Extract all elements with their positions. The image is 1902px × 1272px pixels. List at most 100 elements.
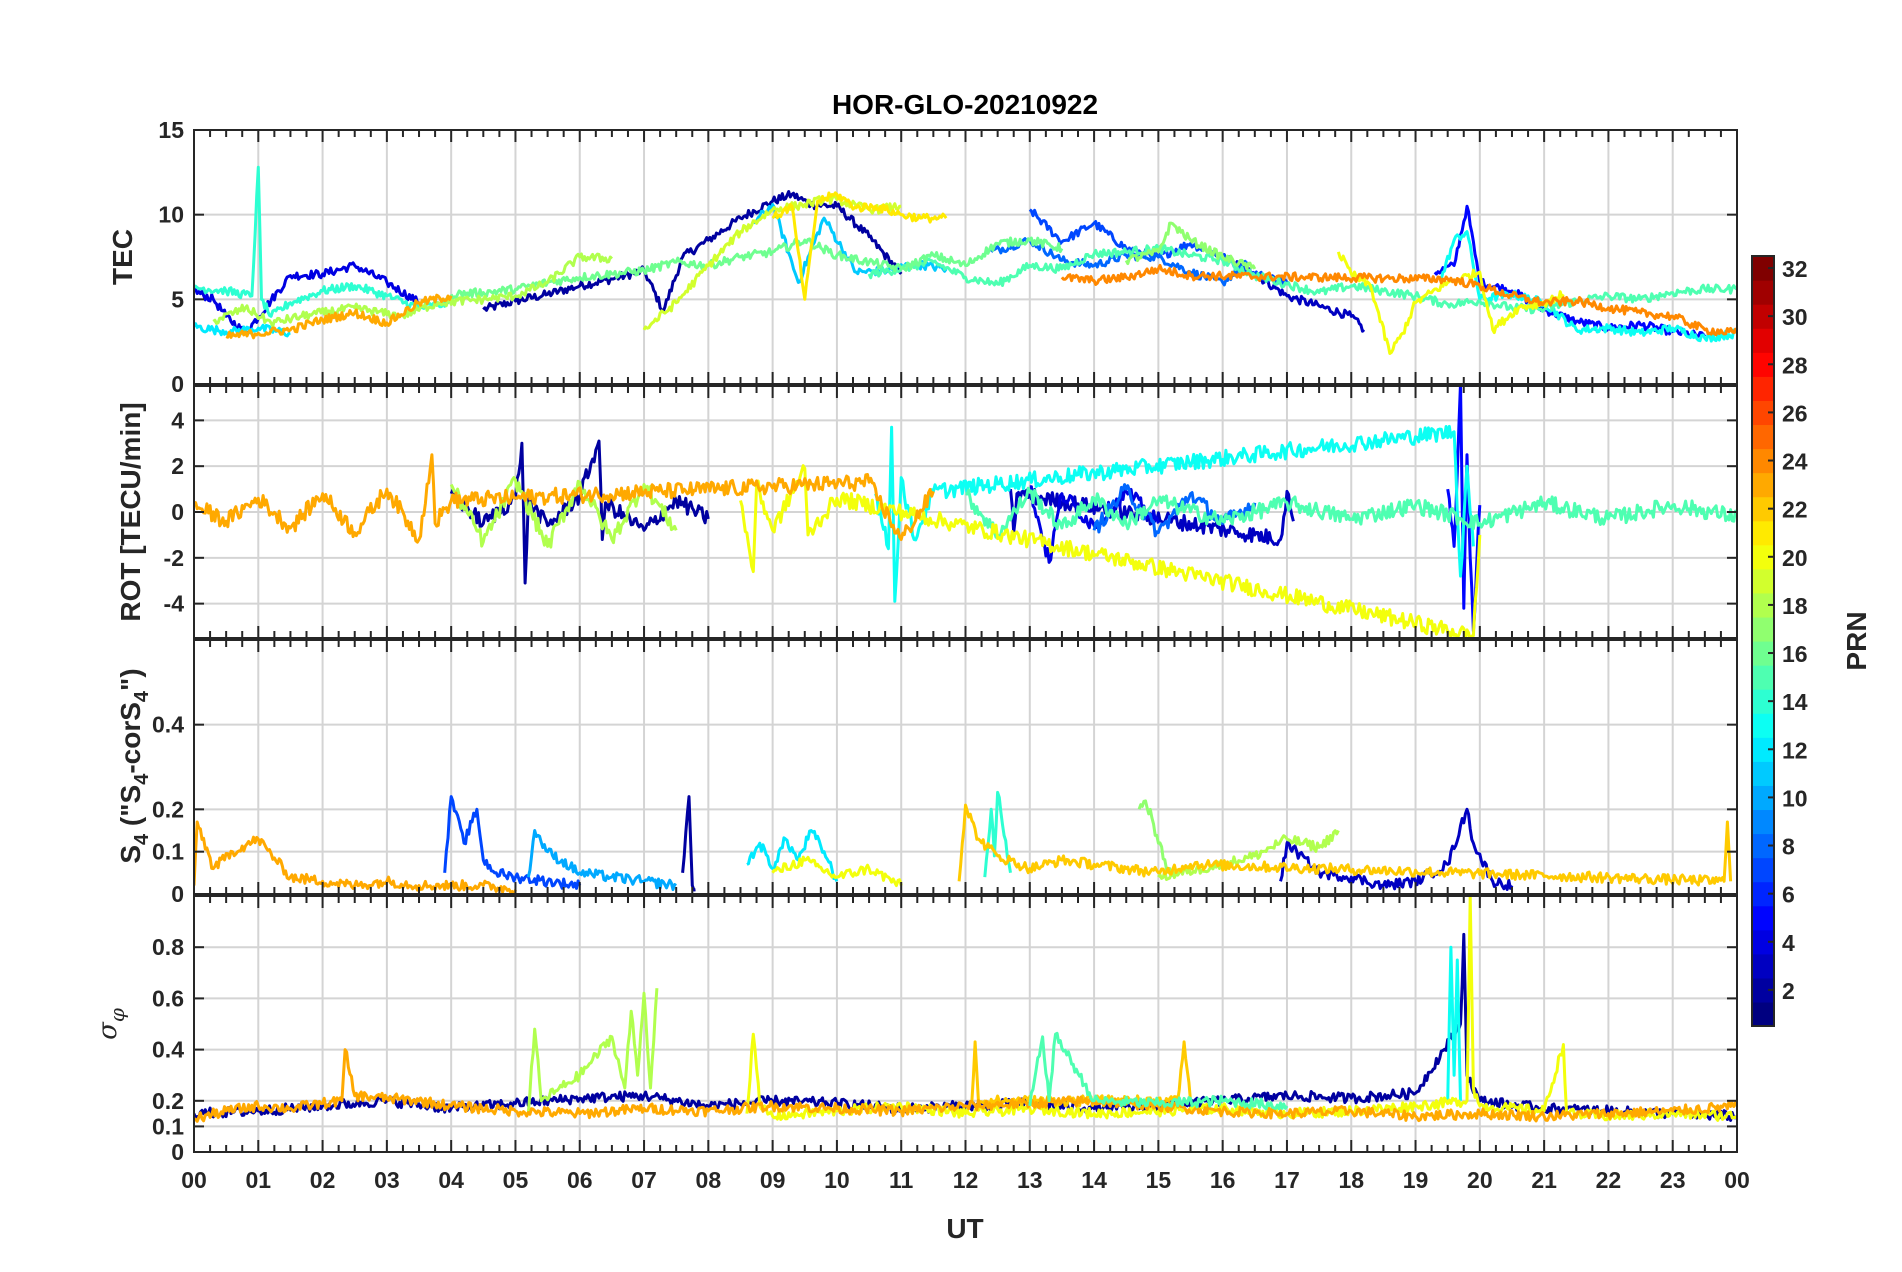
series-tec-prn23 <box>225 293 453 340</box>
series-tec-prn24 <box>1060 263 1737 337</box>
colorbar-steps <box>1752 256 1774 1027</box>
yticklabels-sigphi: 00.10.2 0.4 0.6 0.8 <box>152 934 184 1165</box>
xtick-label-8: 08 <box>696 1167 722 1193</box>
colorbar-tick-label-2: 2 <box>1782 978 1795 1004</box>
xtick-label-4: 04 <box>438 1167 464 1193</box>
colorbar-step-6 <box>1752 881 1774 907</box>
colorbar-step-27 <box>1752 376 1774 401</box>
colorbar-step-3 <box>1752 953 1774 979</box>
colorbar-step-7 <box>1752 857 1774 883</box>
colorbar-step-10 <box>1752 785 1774 811</box>
panel-sigphi: 00.10.2 0.4 0.6 0.8 σφ <box>93 895 1738 1165</box>
ylabel-s4-open: ("S <box>115 785 146 834</box>
series-sigphi-prn13 <box>1446 945 1462 1101</box>
colorbar-tick-label-16: 16 <box>1782 641 1808 667</box>
xtick-label-10: 10 <box>824 1167 850 1193</box>
series-s4-prn7 <box>443 795 582 890</box>
ylabel-s4-sub3: 4 <box>131 690 153 702</box>
xtick-label-20: 20 <box>1467 1167 1493 1193</box>
xtick-label-11: 11 <box>889 1167 914 1193</box>
colorbar-step-13 <box>1752 713 1774 738</box>
colorbar-step-9 <box>1752 809 1774 835</box>
colorbar-step-4 <box>1752 929 1774 955</box>
panel-rot: -4 -2 0 2 4 ROT [TECU/min] <box>115 385 1738 639</box>
colorbar-step-12 <box>1752 737 1774 762</box>
colorbar-tick-label-12: 12 <box>1782 737 1808 763</box>
series-rot-prn13 <box>874 424 1475 603</box>
colorbar-step-31 <box>1752 280 1774 305</box>
colorbar-tick-label-32: 32 <box>1782 256 1808 282</box>
colorbar-step-21 <box>1752 520 1774 546</box>
series-sigphi-prn15 <box>1028 1031 1289 1111</box>
xtick-label-17: 17 <box>1274 1167 1300 1193</box>
xtick-label-21: 21 <box>1531 1167 1557 1193</box>
colorbar-step-1 <box>1752 1001 1774 1027</box>
xtick-label-18: 18 <box>1338 1167 1364 1193</box>
colorbar-tick-label-4: 4 <box>1782 930 1795 956</box>
ticks-s4 <box>193 640 1738 895</box>
ylabel-s4-mid: -corS <box>115 702 146 774</box>
series-rot-prn3 <box>1009 488 1295 547</box>
series-tec-prn19 <box>642 194 902 331</box>
panel-s4: 00.10.20.4 S4 ("S4-corS4") <box>115 639 1738 907</box>
series-s4-prn23 <box>194 820 517 894</box>
ytick-label-rot-2: 0 <box>171 499 184 525</box>
colorbar-step-19 <box>1752 568 1774 594</box>
ylabel-sigphi-phi: φ <box>105 1008 129 1022</box>
ytick-label-s4-1: 0.1 <box>152 839 184 865</box>
series-sigphi-prn23 <box>194 1048 1737 1123</box>
grid-tec <box>194 130 1737 384</box>
ytick-label-sigphi-4: 0.6 <box>152 985 184 1011</box>
series-s4-prn14 <box>983 790 1012 878</box>
colorbar-tick-label-26: 26 <box>1782 400 1808 426</box>
panel-tec: 0 5 10 15 TEC <box>107 117 1738 397</box>
series-s4-prn18 <box>1157 829 1340 881</box>
colorbar-step-18 <box>1752 592 1774 618</box>
grid-s4 <box>194 640 1737 894</box>
ytick-label-s4-2: 0.2 <box>152 796 184 822</box>
colorbar-step-28 <box>1752 352 1774 377</box>
xtick-label-15: 15 <box>1146 1167 1172 1193</box>
colorbar-step-24 <box>1752 448 1774 474</box>
ylabel-sigphi: σφ <box>93 1008 129 1040</box>
series-tec-prn21 <box>771 191 948 301</box>
series-s4-prn10 <box>526 829 677 892</box>
xtick-label-2: 02 <box>310 1167 336 1193</box>
colorbar-tick-label-6: 6 <box>1782 882 1795 908</box>
colorbar-tick-label-22: 22 <box>1782 497 1808 523</box>
series-s4-prn20 <box>771 855 903 888</box>
ytick-label-sigphi-5: 0.8 <box>152 934 184 960</box>
series-group-tec <box>194 165 1737 355</box>
xtick-label-12: 12 <box>953 1167 979 1193</box>
chart-title: HOR-GLO-20210922 <box>832 89 1098 120</box>
xtick-label-0: 00 <box>181 1167 207 1193</box>
ytick-label-tec-3: 15 <box>158 117 184 143</box>
series-sigphi-prn20 <box>745 896 1737 1122</box>
series-rot-prn23 <box>194 453 935 544</box>
ytick-label-sigphi-3: 0.4 <box>152 1037 184 1063</box>
colorbar-step-20 <box>1752 544 1774 570</box>
colorbar-tick-label-24: 24 <box>1782 449 1808 475</box>
colorbar-tick-label-30: 30 <box>1782 304 1808 330</box>
ylabel-s4: S4 ("S4-corS4") <box>115 668 153 863</box>
series-sigphi-prn18 <box>526 988 659 1114</box>
ytick-label-tec-1: 5 <box>171 286 184 312</box>
colorbar-step-29 <box>1752 328 1774 353</box>
colorbar-step-5 <box>1752 905 1774 931</box>
ylabel-sigphi-sigma: σ <box>93 1021 123 1040</box>
xtick-label-14: 14 <box>1081 1167 1107 1193</box>
series-s4-prn2 <box>681 795 696 892</box>
yticklabels-rot: -4 -2 0 2 4 <box>164 407 185 616</box>
ytick-label-rot-1: -2 <box>164 545 184 571</box>
series-s4-prn12 <box>746 829 839 882</box>
ytick-label-sigphi-1: 0.1 <box>152 1113 184 1139</box>
series-group-rot <box>194 386 1737 638</box>
ytick-label-rot-3: 2 <box>171 453 184 479</box>
ylabel-s4-sub: 4 <box>131 833 153 845</box>
ticks-sigphi <box>193 896 1738 1153</box>
series-group-s4 <box>194 790 1733 894</box>
xtick-label-24: 00 <box>1724 1167 1750 1193</box>
ytick-label-s4-0: 0 <box>171 881 184 907</box>
